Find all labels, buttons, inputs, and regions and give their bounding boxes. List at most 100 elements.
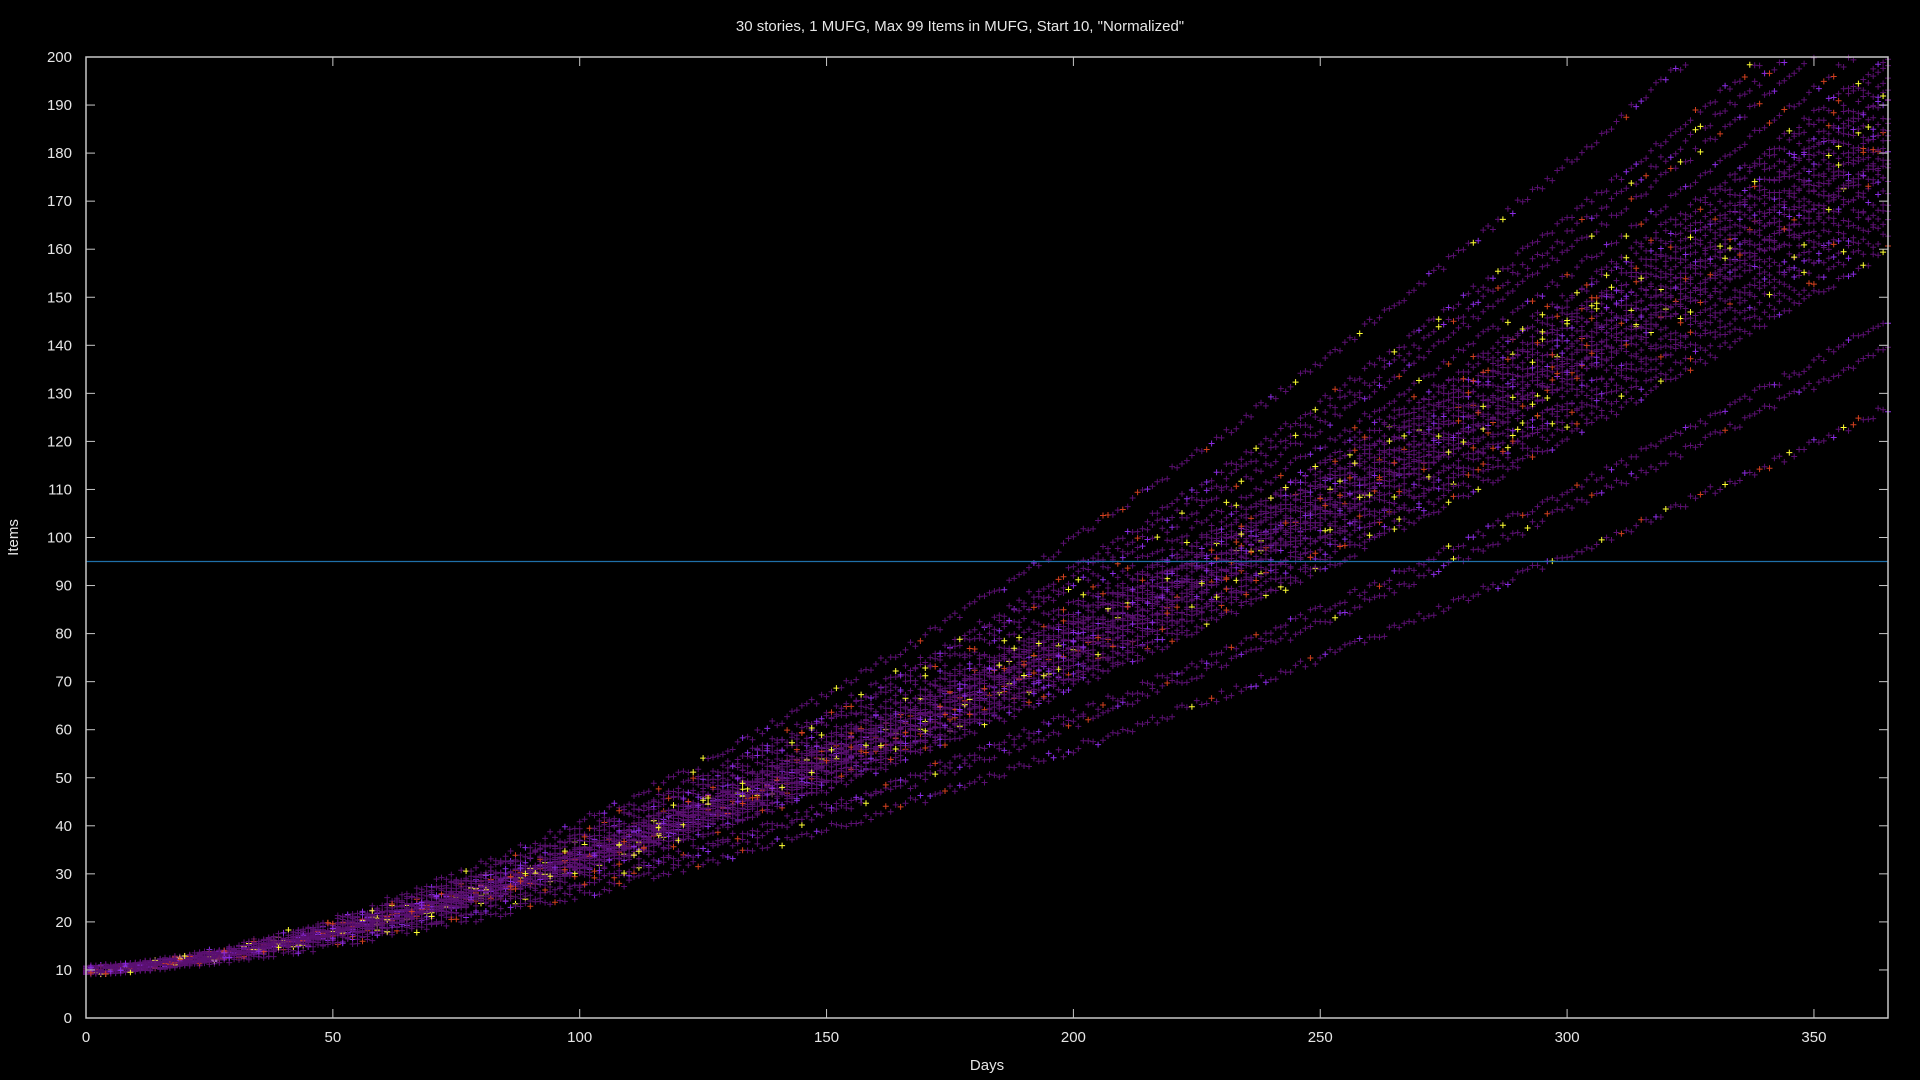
point-marker [522, 890, 529, 896]
point-marker [1751, 410, 1758, 417]
point-marker [1327, 646, 1334, 653]
point-marker [1786, 449, 1793, 456]
point-marker [1722, 408, 1729, 415]
point-marker [719, 852, 726, 859]
point-marker [1090, 672, 1097, 678]
point-marker [1791, 274, 1798, 280]
point-marker [1045, 698, 1052, 705]
point-marker [1485, 586, 1492, 593]
point-marker [1411, 581, 1417, 588]
point-marker [1727, 344, 1733, 351]
point-marker [660, 854, 667, 861]
point-marker [1337, 646, 1343, 653]
point-marker [1519, 359, 1526, 366]
point-marker [670, 855, 677, 862]
point-marker [1870, 325, 1877, 332]
point-marker [1445, 543, 1452, 550]
point-marker [1198, 625, 1205, 631]
point-marker [1574, 482, 1580, 489]
point-marker [1475, 466, 1482, 473]
point-marker [1154, 719, 1161, 726]
point-marker [507, 904, 514, 911]
point-marker [971, 757, 978, 764]
point-marker [1603, 534, 1610, 541]
point-marker [907, 795, 914, 801]
point-marker [1238, 640, 1245, 647]
point-marker [1830, 348, 1837, 355]
point-marker [1667, 278, 1674, 285]
point-marker [882, 766, 889, 773]
point-marker [1430, 479, 1437, 486]
point-marker [1228, 692, 1235, 699]
point-marker [1687, 423, 1694, 430]
point-marker [1835, 343, 1842, 350]
point-marker [1416, 428, 1422, 435]
point-marker [1396, 624, 1403, 631]
point-marker [1860, 262, 1867, 269]
point-marker [1144, 719, 1151, 726]
point-marker [621, 870, 628, 877]
point-marker [1598, 489, 1605, 496]
point-marker [729, 830, 736, 837]
point-marker [1593, 541, 1600, 548]
point-marker [1139, 655, 1146, 662]
chart-title: 30 stories, 1 MUFG, Max 99 Items in MUFG… [735, 18, 1185, 35]
point-marker [947, 759, 953, 766]
point-marker [492, 902, 499, 909]
point-marker [675, 848, 682, 855]
point-marker [374, 928, 381, 935]
point-marker [1850, 222, 1857, 229]
point-marker [1657, 438, 1664, 445]
point-marker [1164, 716, 1171, 722]
point-marker [1544, 510, 1551, 517]
point-marker [1830, 284, 1837, 291]
point-marker [971, 730, 978, 737]
point-marker [1460, 542, 1467, 549]
point-marker [527, 898, 534, 904]
point-marker [1440, 562, 1447, 569]
point-marker [1223, 541, 1230, 548]
point-marker [1564, 412, 1571, 419]
point-marker [1425, 465, 1432, 472]
point-marker [892, 801, 899, 808]
point-marker [1050, 715, 1057, 722]
point-marker [710, 830, 716, 836]
point-marker [947, 783, 953, 790]
point-marker [1534, 562, 1541, 569]
point-marker [1727, 320, 1733, 327]
point-marker [1509, 530, 1516, 537]
point-marker [813, 810, 820, 817]
point-marker [1815, 439, 1822, 446]
point-marker [1564, 489, 1571, 496]
point-marker [1480, 532, 1487, 539]
point-marker [1524, 452, 1531, 459]
point-marker [744, 830, 751, 837]
point-marker [1633, 378, 1640, 384]
point-marker [912, 772, 919, 779]
point-marker [1208, 547, 1215, 554]
point-marker [853, 794, 860, 801]
point-marker [1559, 506, 1566, 513]
point-marker [1781, 370, 1788, 377]
point-marker [1129, 701, 1136, 708]
point-marker [922, 769, 929, 776]
point-marker [739, 836, 746, 843]
point-marker [1801, 385, 1808, 392]
point-marker [1213, 650, 1220, 657]
point-marker [1243, 648, 1250, 655]
point-marker [1771, 404, 1778, 411]
point-marker [971, 752, 978, 759]
point-marker [487, 903, 494, 910]
point-marker [1416, 515, 1422, 522]
point-marker [665, 871, 672, 878]
point-marker [1588, 402, 1595, 409]
point-marker [1282, 630, 1289, 637]
point-marker [1539, 518, 1546, 525]
point-marker [1569, 409, 1575, 416]
point-marker [1825, 346, 1832, 353]
point-marker [1761, 276, 1768, 282]
point-marker [779, 822, 786, 829]
scatter-marks [83, 54, 1891, 978]
point-marker [537, 898, 544, 905]
point-marker [1628, 395, 1635, 402]
